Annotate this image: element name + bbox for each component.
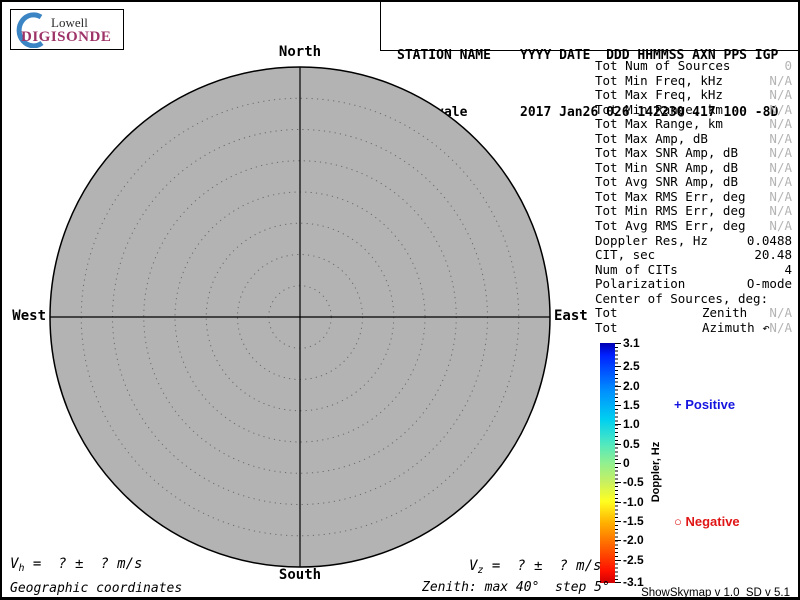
direction-label-east: East: [554, 308, 588, 324]
colorbar-tick: 0: [615, 457, 630, 469]
legend-negative: ○ Negative: [674, 514, 740, 529]
legend-positive: + Positive: [674, 397, 736, 412]
skymap-plot: [49, 66, 551, 568]
stat-row: Tot Min Range, km N/A: [595, 101, 792, 117]
station-name-label: STATION NAME: [397, 48, 491, 63]
stat-row: Tot Avg RMS Err, deg N/A: [595, 218, 792, 234]
colorbar-tick: -3.1: [615, 576, 644, 588]
logo-text-digisonde: DIGISONDE: [21, 29, 112, 45]
colorbar-tick: -1.5: [615, 515, 644, 527]
direction-label-north: North: [278, 44, 322, 60]
logo-text-lowell: Lowell: [51, 15, 88, 30]
colorbar-tick: 0.5: [615, 438, 640, 450]
timestamp-fields-value: 2017 Jan26 026 142230 417 100 -8D: [520, 105, 779, 120]
timestamp-header: YYYY DATE DDD HHMMSS AXN PPS IGP 2017 Ja…: [520, 8, 778, 160]
colorbar-gradient: [600, 343, 615, 583]
totals-stats-panel: Tot Num of Sources 0 Tot Min Freq, kHz N/A…: [595, 58, 792, 335]
colorbar-tick: 2.5: [615, 360, 640, 372]
lowell-digisonde-logo: Lowell DIGISONDE: [10, 9, 124, 50]
colorbar-tick: 3.1: [615, 337, 640, 349]
header-divider-vertical: [380, 2, 381, 50]
zenith-scale-note: Zenith: max 40° step 5°: [422, 580, 610, 595]
direction-label-south: South: [278, 567, 322, 583]
stat-row: CIT, sec 20.48: [595, 247, 792, 263]
header-divider-horizontal: [380, 50, 798, 51]
stat-row: Tot Min Freq, kHz N/A: [595, 72, 792, 88]
stat-row: Tot Min SNR Amp, dB N/A: [595, 159, 792, 175]
horizontal-velocity-readout: Vh = ? ± ? m/s: [10, 556, 143, 574]
circle-marker-icon: ○: [674, 514, 682, 529]
stat-row: Tot Max Freq, kHz N/A: [595, 87, 792, 103]
direction-label-west: West: [12, 308, 46, 324]
stat-row: Tot Num of Sources 0: [595, 58, 792, 73]
colorbar-tick: -2.0: [615, 534, 644, 546]
colorbar-tick: -1.0: [615, 496, 644, 508]
stat-row: Tot Max RMS Err, deg N/A: [595, 188, 792, 204]
stat-row: Tot Max Amp, dB N/A: [595, 130, 792, 146]
timestamp-fields-label: YYYY DATE DDD HHMMSS AXN PPS IGP: [520, 48, 779, 63]
footer-divider: [2, 597, 798, 598]
stat-row: Tot Min RMS Err, deg N/A: [595, 203, 792, 219]
stat-row: Tot Max SNR Amp, dB N/A: [595, 145, 792, 161]
azimuth-arrow-icon: ↶: [762, 319, 770, 335]
crosshair-axes: [50, 67, 550, 567]
stat-row: Tot Azimuth ↶ N/A: [595, 319, 792, 335]
colorbar-axis-label: Doppler, Hz: [650, 441, 662, 503]
vertical-velocity-readout: Vz = ? ± ? m/s: [469, 558, 602, 576]
colorbar-tick: -0.5: [615, 476, 644, 488]
stat-row: Doppler Res, Hz 0.0488: [595, 232, 792, 248]
stat-row: Tot Max Range, km N/A: [595, 116, 792, 132]
stat-row: Center of Sources, deg:: [595, 290, 769, 306]
colorbar-tick: 2.0: [615, 380, 640, 392]
stat-row: Num of CITs 4: [595, 261, 792, 277]
crescent-icon: [16, 12, 44, 48]
colorbar-tick: 1.5: [615, 399, 640, 411]
stat-row: Polarization O-mode: [595, 276, 792, 292]
colorbar-tick: -2.5: [615, 554, 644, 566]
version-note: ShowSkymap v 1.0 SD v 5.1: [641, 587, 790, 599]
doppler-colorbar: 3.1 2.5 2.0 1.5 1.0 0.5 0 -0.5 -1.0 -1.5…: [600, 337, 644, 588]
plus-marker-icon: +: [674, 397, 682, 412]
stat-row: Tot Avg SNR Amp, dB N/A: [595, 174, 792, 190]
coordinates-note: Geographic coordinates: [10, 581, 183, 596]
stat-row: Tot Zenith N/A: [595, 305, 792, 321]
colorbar-tick: 1.0: [615, 418, 640, 430]
